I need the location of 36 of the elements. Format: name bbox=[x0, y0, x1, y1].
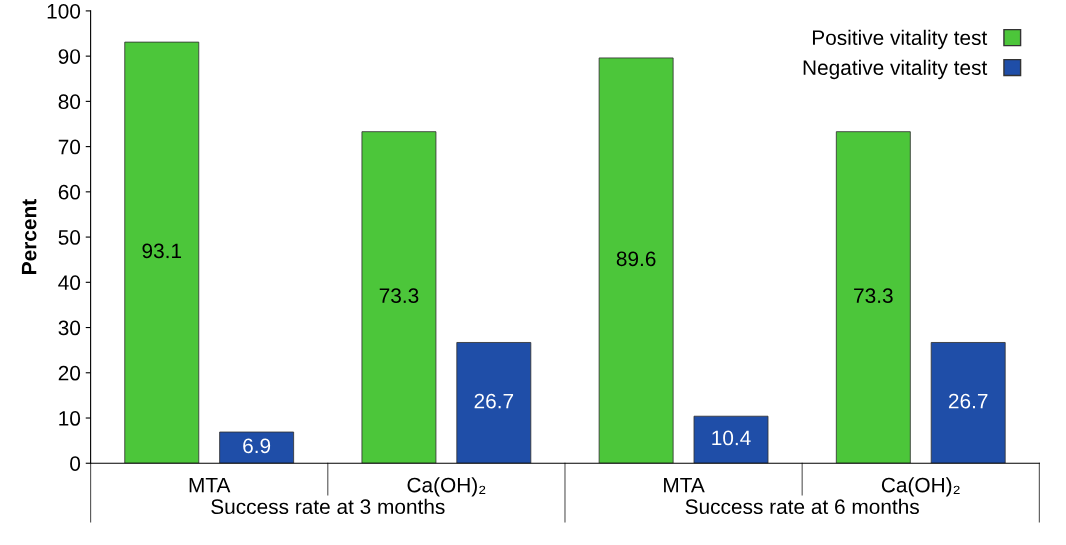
bar bbox=[456, 342, 532, 464]
y-tick-label: 30 bbox=[58, 320, 81, 336]
x-tick-label: Ca(OH)₂ bbox=[407, 477, 486, 497]
bar bbox=[219, 431, 295, 464]
y-tick-label: 70 bbox=[58, 139, 81, 155]
legend-label: Positive vitality test bbox=[813, 29, 988, 50]
legend-label: Negative vitality test bbox=[803, 59, 988, 80]
bar bbox=[835, 131, 911, 464]
y-tick-label: 100 bbox=[47, 3, 81, 19]
bar bbox=[361, 131, 437, 464]
data-label: 73.3 bbox=[854, 288, 893, 304]
data-label: 73.3 bbox=[379, 288, 419, 304]
data-label: 93.1 bbox=[142, 243, 182, 259]
y-tick-label: 0 bbox=[70, 456, 81, 471]
data-label: 26.7 bbox=[948, 393, 988, 409]
text: Success rate at 3 months bbox=[211, 498, 445, 515]
data-label: 26.7 bbox=[474, 393, 514, 409]
bar bbox=[598, 57, 674, 464]
y-tick-label: 80 bbox=[58, 94, 81, 110]
x-tick-label: MTA bbox=[189, 477, 231, 493]
y-tick-label: 50 bbox=[58, 230, 81, 245]
y-axis-title: Percent bbox=[21, 199, 37, 274]
y-tick-label: 40 bbox=[58, 275, 81, 291]
bar bbox=[930, 342, 1006, 464]
x-tick-label: Ca(OH)₂ bbox=[881, 477, 960, 497]
text: Success rate at 6 months bbox=[685, 498, 919, 515]
data-label: 6.9 bbox=[243, 438, 271, 454]
y-tick-label: 60 bbox=[58, 184, 81, 200]
y-tick-label: 90 bbox=[58, 49, 81, 64]
x-tick-label: MTA bbox=[664, 477, 705, 493]
data-label: 10.4 bbox=[712, 430, 751, 446]
bar bbox=[124, 41, 200, 464]
y-tick-label: 10 bbox=[59, 411, 81, 426]
data-label: 89.6 bbox=[616, 251, 656, 267]
y-tick-label: 20 bbox=[58, 365, 81, 381]
bar bbox=[693, 415, 769, 464]
